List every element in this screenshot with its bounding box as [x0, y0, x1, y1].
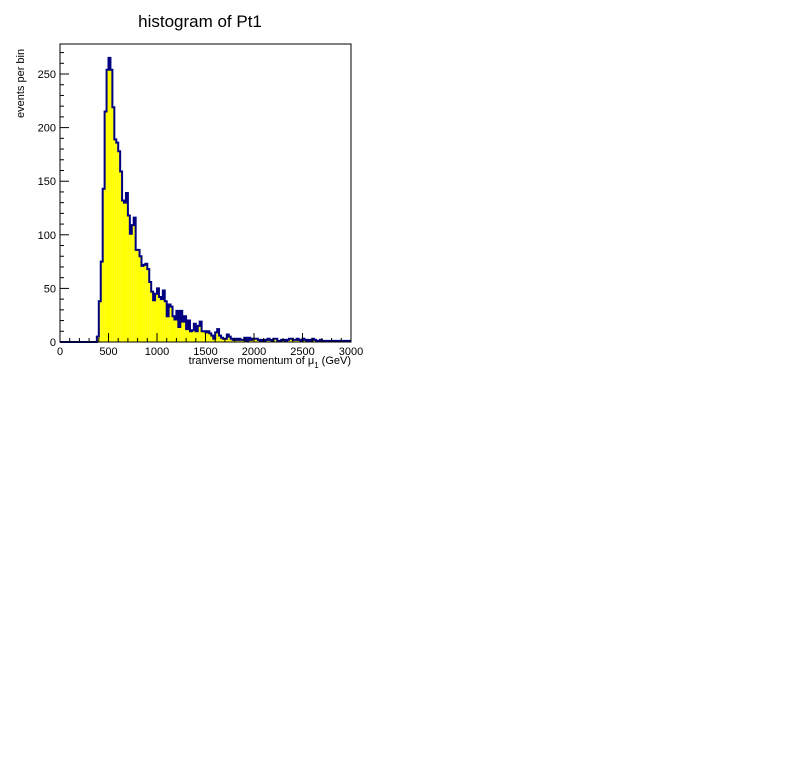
- histogram-bin: [108, 57, 111, 343]
- x-axis-title: tranverse momentum of μ1 (GeV): [189, 355, 351, 370]
- histogram-bin: [141, 265, 144, 342]
- histogram-bin: [242, 339, 245, 342]
- x-axis-title-text: tranverse momentum of μ: [189, 355, 315, 367]
- histogram-outline: [60, 56, 351, 343]
- y-tick-label: 50: [44, 283, 56, 295]
- x-axis: 0 500 1000 1500 2000 2500 3000: [57, 333, 363, 358]
- histogram-bin: [127, 215, 130, 342]
- histogram-bin: [110, 69, 113, 342]
- histogram-bin: [106, 69, 109, 342]
- histogram-bin: [155, 293, 157, 342]
- histogram-bin: [120, 171, 123, 342]
- histogram-bin: [122, 200, 125, 342]
- histogram-bin: [240, 339, 243, 342]
- histogram-bin: [224, 338, 227, 342]
- y-tick-label: 150: [38, 176, 56, 188]
- histogram-bin: [193, 323, 196, 342]
- histogram-bin: [104, 111, 107, 342]
- y-axis: 0 50 100 150 200 250: [38, 52, 69, 349]
- histogram-bin: [114, 139, 117, 342]
- histogram-bin: [219, 335, 222, 342]
- plot-area: [60, 56, 351, 343]
- chart-title: histogram of Pt1: [138, 12, 262, 31]
- histogram-bin: [112, 107, 115, 343]
- histogram-bin: [203, 331, 206, 342]
- histogram-bin: [143, 264, 146, 342]
- histogram-bin: [168, 304, 171, 342]
- histogram-bin: [221, 337, 223, 342]
- histogram-bin: [164, 301, 167, 342]
- histogram-bin: [145, 263, 148, 342]
- histogram-bin: [124, 202, 126, 342]
- x-tick-label: 1500: [193, 346, 217, 358]
- histogram-bin: [197, 325, 200, 342]
- histogram-bin: [186, 329, 189, 342]
- histogram-bin: [207, 331, 210, 342]
- histogram-bin: [133, 217, 136, 342]
- histogram-bin: [205, 332, 208, 342]
- histogram-bin: [118, 151, 121, 342]
- histogram-bin: [135, 249, 138, 342]
- histogram-bin: [116, 142, 119, 342]
- y-tick-label: 200: [38, 123, 56, 135]
- histogram-bin: [292, 339, 295, 342]
- histogram-bin: [189, 331, 192, 342]
- histogram-bin: [166, 316, 169, 342]
- histogram-bin: [201, 331, 204, 342]
- histogram-bin: [147, 269, 150, 342]
- histogram-bin: [170, 306, 173, 342]
- y-tick-label: 100: [38, 230, 56, 242]
- histogram-bin: [139, 256, 142, 342]
- histogram-bin: [236, 339, 239, 342]
- histogram-bin: [195, 331, 198, 342]
- x-tick-label: 2000: [242, 346, 266, 358]
- y-tick-label: 0: [50, 337, 56, 349]
- histogram-bin: [160, 299, 163, 342]
- x-axis-title-unit: (GeV): [322, 355, 351, 367]
- y-tick-label: 250: [38, 69, 56, 81]
- y-axis-title: events per bin: [15, 49, 27, 118]
- histogram-bin: [178, 326, 181, 342]
- histogram-bin: [294, 339, 297, 342]
- x-axis-title-subscript: 1: [314, 361, 319, 370]
- histogram-bin: [213, 338, 216, 342]
- histogram-bin: [157, 288, 159, 342]
- histogram-bin: [131, 225, 134, 342]
- x-tick-label: 1000: [145, 346, 169, 358]
- histogram-bin: [254, 338, 256, 342]
- histogram-bin: [125, 193, 128, 342]
- histogram-bin: [174, 319, 177, 342]
- x-tick-label: 0: [57, 346, 63, 358]
- histogram-bin: [158, 296, 161, 342]
- histogram-bin: [172, 316, 175, 342]
- histogram-bin: [222, 338, 225, 342]
- histogram-bin: [151, 291, 154, 342]
- histogram-bin: [153, 300, 156, 342]
- histogram-bin: [182, 321, 185, 342]
- histogram-bin: [149, 281, 152, 342]
- x-tick-label: 500: [99, 346, 117, 358]
- x-tick-label: 2500: [290, 346, 314, 358]
- histogram-bin: [250, 339, 253, 342]
- histogram-bin: [232, 339, 235, 342]
- histogram-bin: [137, 249, 140, 342]
- histogram-bin: [102, 188, 105, 342]
- histogram-bin: [129, 233, 132, 342]
- x-tick-label: 3000: [339, 346, 363, 358]
- histogram-bin: [162, 290, 165, 342]
- histogram-bin: [209, 333, 212, 342]
- histogram-bin: [191, 330, 194, 342]
